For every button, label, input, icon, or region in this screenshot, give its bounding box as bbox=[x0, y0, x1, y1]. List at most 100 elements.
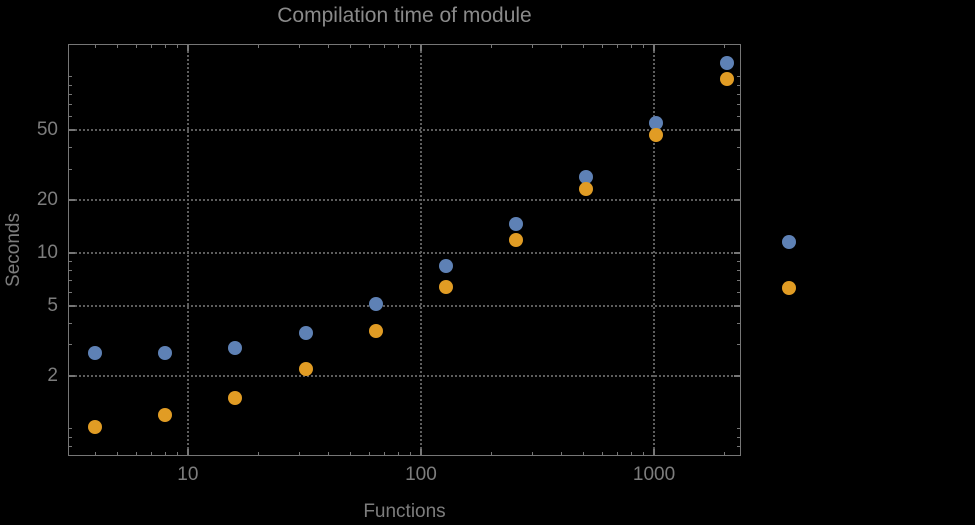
data-point-series-orange bbox=[88, 419, 103, 434]
x-minor-tick bbox=[94, 452, 96, 456]
y-minor-tick bbox=[68, 76, 72, 78]
data-point-series-orange bbox=[368, 324, 383, 339]
y-minor-tick bbox=[68, 260, 72, 262]
data-point-series-blue bbox=[368, 297, 383, 312]
x-gridline bbox=[186, 44, 189, 456]
data-point-series-blue bbox=[228, 340, 243, 355]
y-major-tick bbox=[68, 129, 75, 131]
x-minor-tick bbox=[135, 452, 137, 456]
data-point-series-orange bbox=[509, 232, 524, 247]
x-minor-tick bbox=[176, 44, 178, 48]
y-major-tick bbox=[734, 375, 741, 377]
y-minor-tick bbox=[68, 146, 72, 148]
x-minor-tick bbox=[560, 44, 562, 48]
x-minor-tick bbox=[601, 452, 603, 456]
y-minor-tick bbox=[68, 445, 72, 447]
x-minor-tick bbox=[583, 44, 585, 48]
data-point-series-orange bbox=[579, 182, 594, 197]
x-major-tick bbox=[420, 44, 422, 51]
y-major-tick bbox=[68, 375, 75, 377]
data-point-series-orange bbox=[228, 390, 243, 405]
y-minor-tick bbox=[68, 168, 72, 170]
x-minor-tick bbox=[117, 44, 119, 48]
y-minor-tick bbox=[737, 84, 741, 86]
x-minor-tick bbox=[298, 44, 300, 48]
x-major-tick bbox=[420, 449, 422, 456]
y-minor-tick bbox=[737, 428, 741, 430]
y-minor-tick bbox=[737, 291, 741, 293]
y-major-tick bbox=[734, 129, 741, 131]
y-minor-tick bbox=[737, 103, 741, 105]
x-minor-tick bbox=[642, 44, 644, 48]
y-minor-tick bbox=[737, 269, 741, 271]
x-minor-tick bbox=[531, 44, 533, 48]
y-major-tick bbox=[734, 305, 741, 307]
y-gridline bbox=[68, 374, 741, 377]
x-tick-label: 100 bbox=[405, 464, 437, 485]
x-minor-tick bbox=[117, 452, 119, 456]
x-minor-tick bbox=[350, 452, 352, 456]
y-major-tick bbox=[68, 252, 75, 254]
y-minor-tick bbox=[737, 279, 741, 281]
y-gridline bbox=[68, 251, 741, 254]
x-minor-tick bbox=[583, 452, 585, 456]
x-axis-label: Functions bbox=[363, 501, 446, 522]
data-point-series-orange bbox=[158, 408, 173, 423]
x-minor-tick bbox=[397, 452, 399, 456]
x-minor-tick bbox=[94, 44, 96, 48]
chart-title: Compilation time of module bbox=[277, 4, 532, 27]
data-point-series-blue bbox=[88, 346, 103, 361]
y-tick-label: 20 bbox=[36, 189, 58, 210]
y-minor-tick bbox=[737, 76, 741, 78]
x-minor-tick bbox=[617, 452, 619, 456]
x-minor-tick bbox=[409, 44, 411, 48]
y-minor-tick bbox=[68, 103, 72, 105]
y-minor-tick bbox=[737, 146, 741, 148]
x-minor-tick bbox=[368, 452, 370, 456]
x-minor-tick bbox=[531, 452, 533, 456]
x-minor-tick bbox=[617, 44, 619, 48]
x-minor-tick bbox=[642, 452, 644, 456]
y-gridline bbox=[68, 199, 741, 201]
x-minor-tick bbox=[560, 452, 562, 456]
y-minor-tick bbox=[68, 436, 72, 438]
x-minor-tick bbox=[257, 44, 259, 48]
data-point-series-blue bbox=[438, 259, 453, 274]
x-minor-tick bbox=[630, 452, 632, 456]
y-minor-tick bbox=[68, 322, 72, 324]
x-minor-tick bbox=[164, 452, 166, 456]
y-major-tick bbox=[68, 199, 75, 201]
y-minor-tick bbox=[68, 279, 72, 281]
x-gridline bbox=[653, 44, 656, 456]
x-minor-tick bbox=[151, 44, 153, 48]
y-major-tick bbox=[68, 305, 75, 307]
x-minor-tick bbox=[384, 44, 386, 48]
y-minor-tick bbox=[737, 93, 741, 95]
x-minor-tick bbox=[397, 44, 399, 48]
y-minor-tick bbox=[68, 344, 72, 346]
x-minor-tick bbox=[350, 44, 352, 48]
plot-frame bbox=[68, 44, 741, 456]
x-major-tick bbox=[187, 449, 189, 456]
data-point-series-orange bbox=[298, 361, 313, 376]
y-gridline bbox=[68, 304, 741, 307]
x-tick-label: 1000 bbox=[632, 464, 676, 485]
data-point-series-blue bbox=[509, 217, 524, 232]
y-major-tick bbox=[734, 252, 741, 254]
y-tick-label: 10 bbox=[36, 241, 58, 263]
y-minor-tick bbox=[737, 445, 741, 447]
y-major-tick bbox=[734, 199, 741, 201]
y-minor-tick bbox=[68, 269, 72, 271]
y-tick-label: 50 bbox=[36, 118, 58, 140]
legend-marker-blue bbox=[782, 235, 796, 249]
x-minor-tick bbox=[368, 44, 370, 48]
x-minor-tick bbox=[298, 452, 300, 456]
y-minor-tick bbox=[68, 428, 72, 430]
y-minor-tick bbox=[737, 168, 741, 170]
x-minor-tick bbox=[630, 44, 632, 48]
data-point-series-blue bbox=[158, 346, 173, 361]
x-minor-tick bbox=[135, 44, 137, 48]
x-major-tick bbox=[653, 449, 655, 456]
x-minor-tick bbox=[164, 44, 166, 48]
